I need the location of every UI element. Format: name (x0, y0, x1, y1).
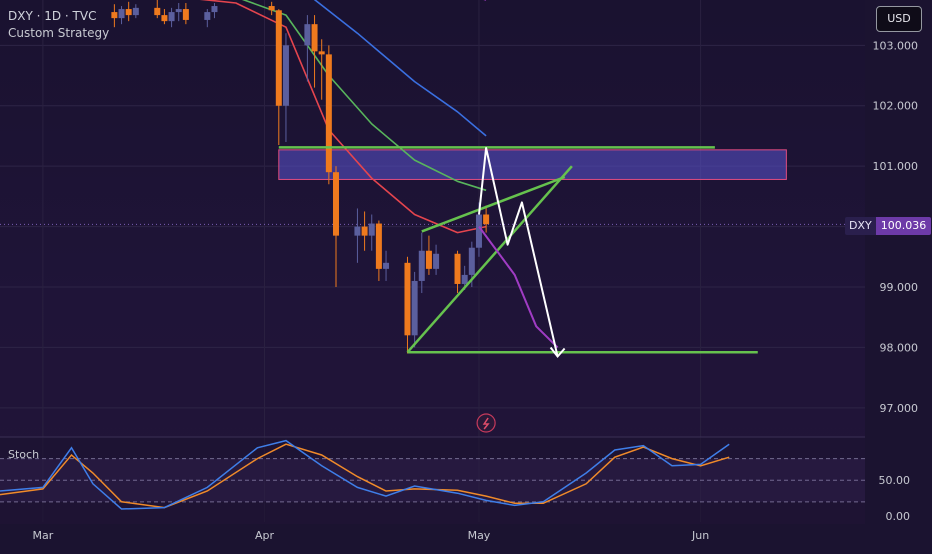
projection-arrowhead (549, 346, 566, 359)
candle-body (433, 253, 440, 269)
price-tick-label: 103.000 (873, 39, 919, 52)
candle-body (275, 10, 282, 106)
stoch-d-line (0, 443, 730, 509)
time-tick-label: Jun (691, 529, 709, 542)
candle-body (368, 223, 375, 236)
stoch-band-fill (0, 458, 865, 502)
stoch-tick-label: 50.00 (879, 474, 911, 487)
candle-body (118, 9, 125, 19)
candle-body (318, 51, 325, 55)
candle-body (154, 7, 161, 16)
candle-body (454, 253, 461, 284)
projected-path-magenta (478, 226, 559, 349)
wedge-lower-line (406, 165, 573, 354)
time-tick-label: May (468, 529, 491, 542)
moving-average-2 (241, 0, 487, 192)
candle-body (404, 262, 411, 336)
candle-body (325, 54, 332, 173)
candle-body (211, 6, 218, 13)
candle-body (383, 262, 390, 269)
lightning-bolt (482, 417, 490, 430)
lightning-icon (476, 413, 496, 433)
candle-body (332, 172, 339, 236)
candle-body (411, 280, 418, 336)
candle-body (111, 12, 118, 19)
candle-body (354, 226, 361, 236)
candle-body (161, 15, 168, 22)
strategy-name[interactable]: Custom Strategy (8, 26, 110, 40)
candle-body (425, 250, 432, 269)
candle-body (282, 45, 289, 106)
candle-body (182, 9, 189, 20)
last-price-value: 100.036 (875, 217, 932, 235)
stoch-tick-label: 0.00 (886, 510, 911, 523)
moving-average-1 (199, 0, 487, 234)
candle-body (175, 9, 182, 13)
stoch-indicator-label[interactable]: Stoch (8, 448, 40, 461)
candle-body (361, 226, 368, 236)
candle-body (132, 7, 139, 16)
time-axis-bg (0, 524, 932, 550)
supply-zone (278, 149, 787, 180)
candle-body (468, 247, 475, 275)
last-price-tag: DXY 100.036 (845, 217, 932, 235)
price-axis-bg (865, 0, 932, 550)
candle-body (304, 24, 311, 46)
currency-button[interactable]: USD (876, 6, 922, 32)
candle-body (418, 250, 425, 281)
candle-body (168, 12, 175, 22)
candle-body (475, 214, 482, 248)
projection-zigzag (478, 147, 559, 357)
candle-body (268, 6, 275, 11)
time-tick-label: Apr (255, 529, 275, 542)
candle-body (483, 214, 490, 225)
price-tick-label: 102.000 (873, 100, 919, 113)
price-tick-label: 99.000 (880, 281, 919, 294)
price-tick-label: 98.000 (880, 341, 919, 354)
wedge-upper-line (421, 175, 566, 233)
time-tick-label: Mar (33, 529, 54, 542)
candle-body (461, 274, 468, 284)
price-tick-label: 97.000 (880, 402, 919, 415)
chart-header: DXY · 1D · TVC Custom Strategy (8, 8, 109, 42)
candle-body (204, 12, 211, 20)
moving-average-3 (313, 0, 487, 137)
stoch-pane-bg (0, 437, 865, 528)
candle-body (311, 24, 318, 52)
candle-body (125, 9, 132, 16)
price-tick-label: 101.000 (873, 160, 919, 173)
stoch-k-line (0, 439, 730, 510)
symbol-title[interactable]: DXY · 1D · TVC (8, 9, 97, 23)
candle-body (375, 223, 382, 269)
last-price-symbol: DXY (845, 217, 876, 235)
